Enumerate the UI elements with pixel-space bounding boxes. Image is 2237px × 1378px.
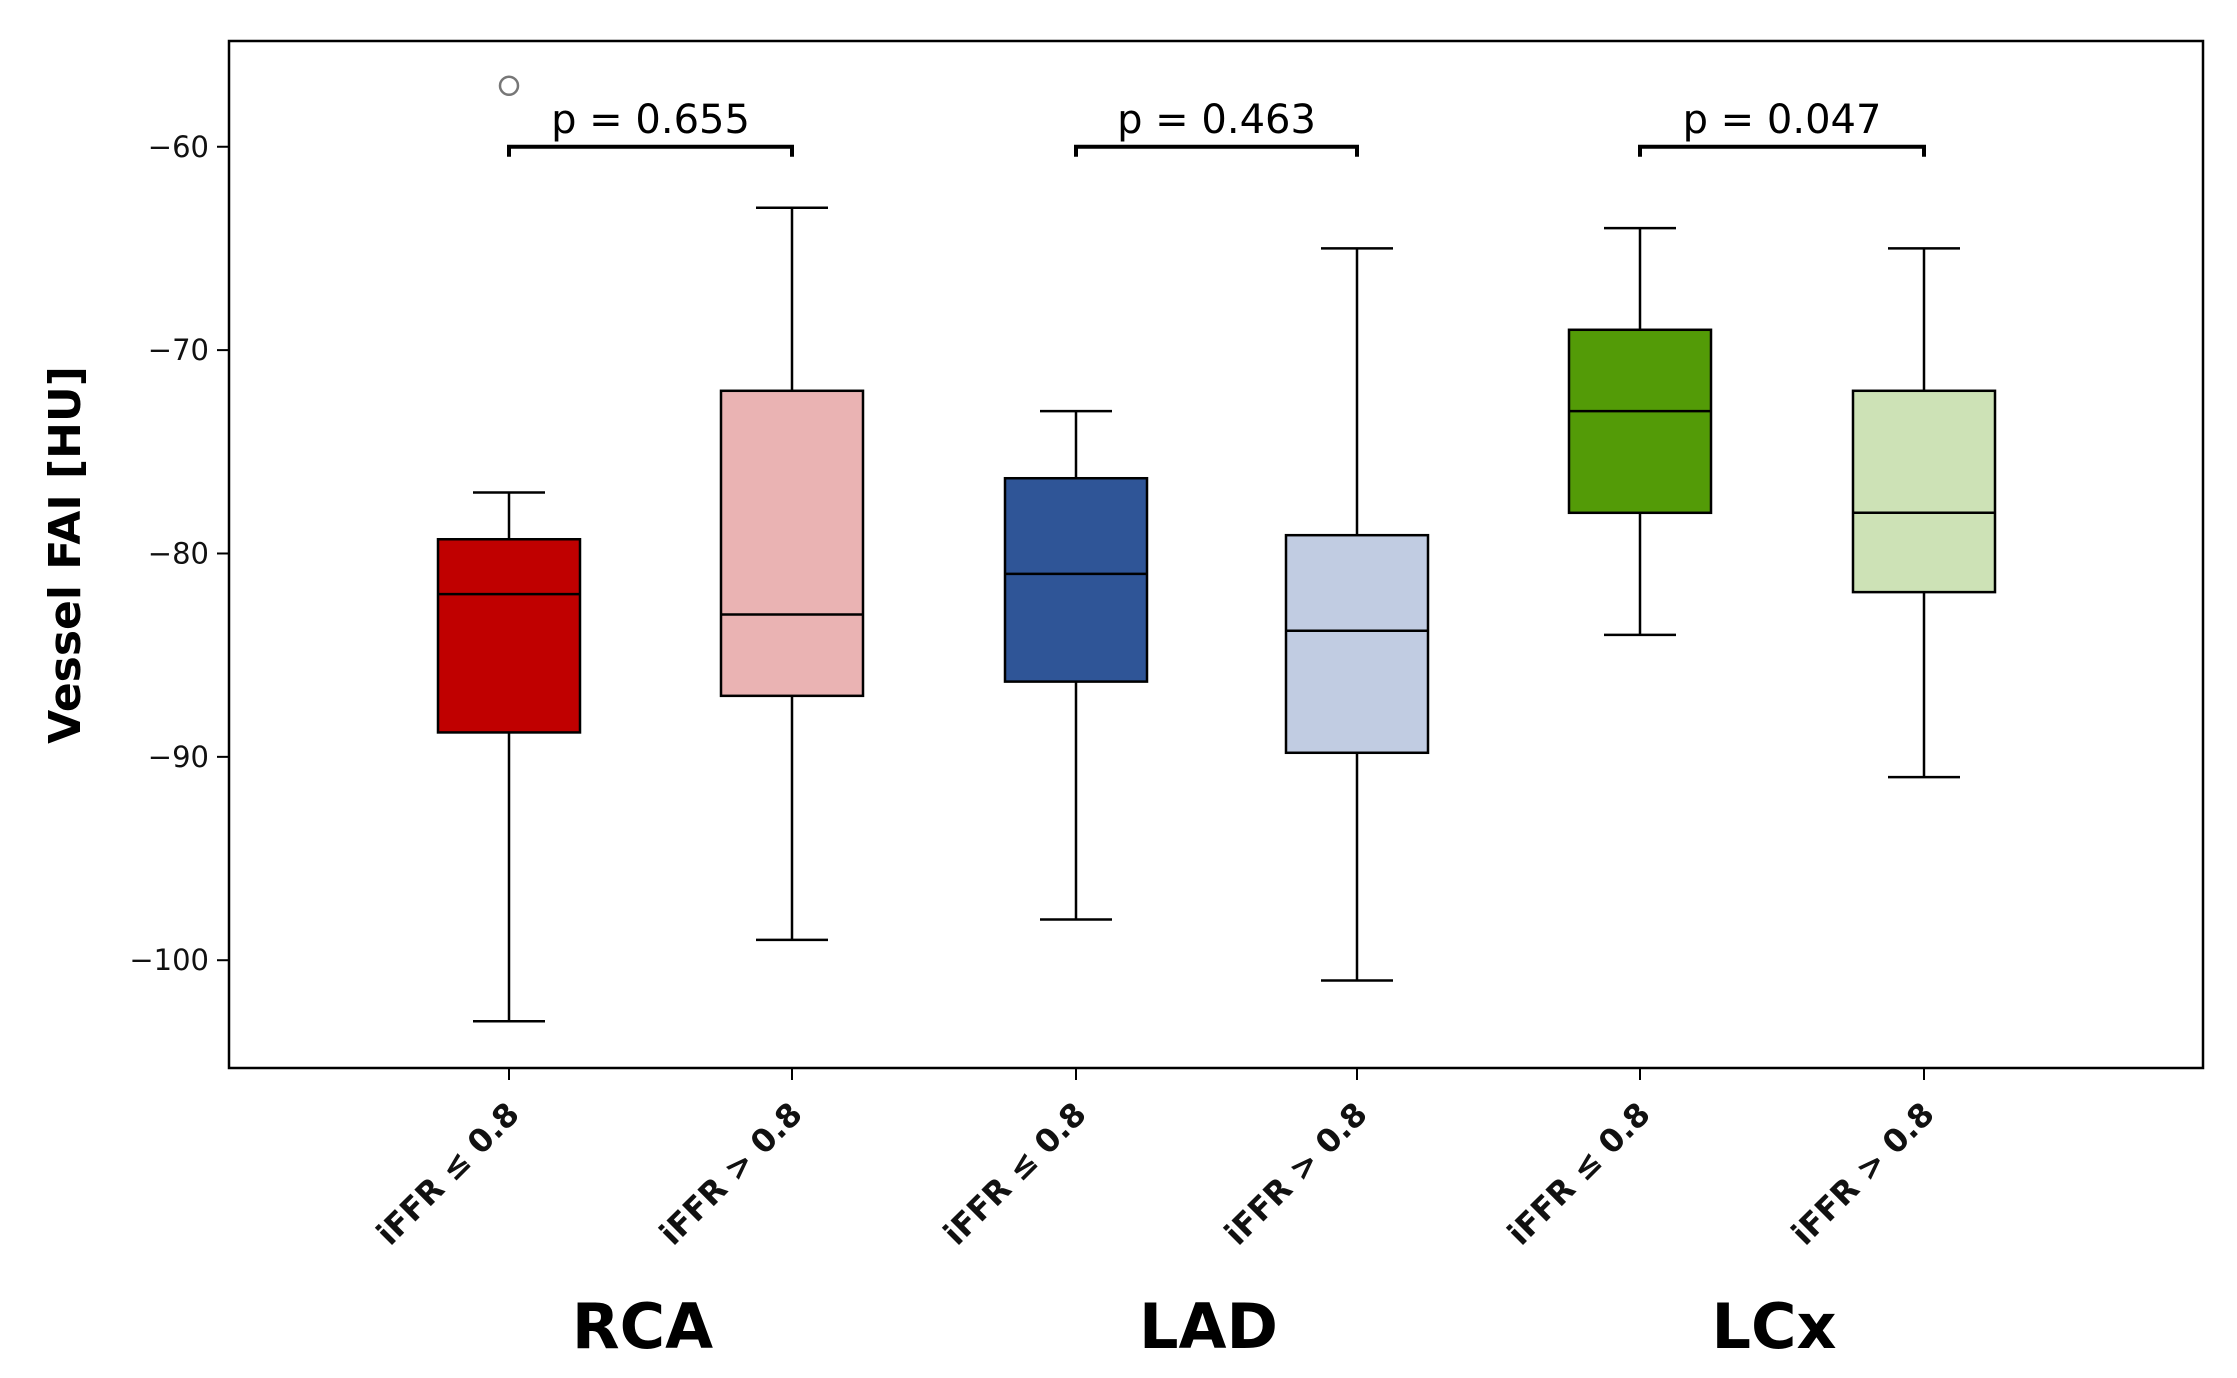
p-value-label: p = 0.047 [1683,97,1882,143]
group-label: LCx [1712,1290,1837,1363]
p-value-label: p = 0.655 [551,97,750,143]
box-iqr [1284,533,1430,755]
y-tick-label: −100 [129,943,209,977]
group-label: LAD [1139,1290,1278,1363]
significance-bracket [1074,144,1359,157]
y-tick-label: −90 [148,740,209,774]
x-category-label: iFFR ≤ 0.8 [936,1095,1094,1253]
box-iqr [719,389,865,698]
y-tick-label: −80 [148,536,209,570]
x-category-label: iFFR ≤ 0.8 [369,1095,527,1253]
p-value-label: p = 0.463 [1117,97,1316,143]
significance-bracket [1638,144,1926,157]
outlier-point [498,75,520,96]
box-iqr [1003,476,1149,683]
x-category-label: iFFR ≤ 0.8 [1500,1095,1658,1253]
significance-bracket [507,144,794,157]
y-axis-label: Vessel FAI [HU] [40,366,91,744]
x-category-label: iFFR > 0.8 [1217,1095,1375,1253]
y-tick-label: −60 [148,130,209,164]
group-label: RCA [572,1290,713,1363]
y-tick-label: −70 [148,333,209,367]
box-iqr [1851,389,1997,594]
x-category-label: iFFR > 0.8 [652,1095,810,1253]
box-iqr [436,537,582,734]
x-category-label: iFFR > 0.8 [1784,1095,1942,1253]
box-iqr [1567,328,1713,515]
